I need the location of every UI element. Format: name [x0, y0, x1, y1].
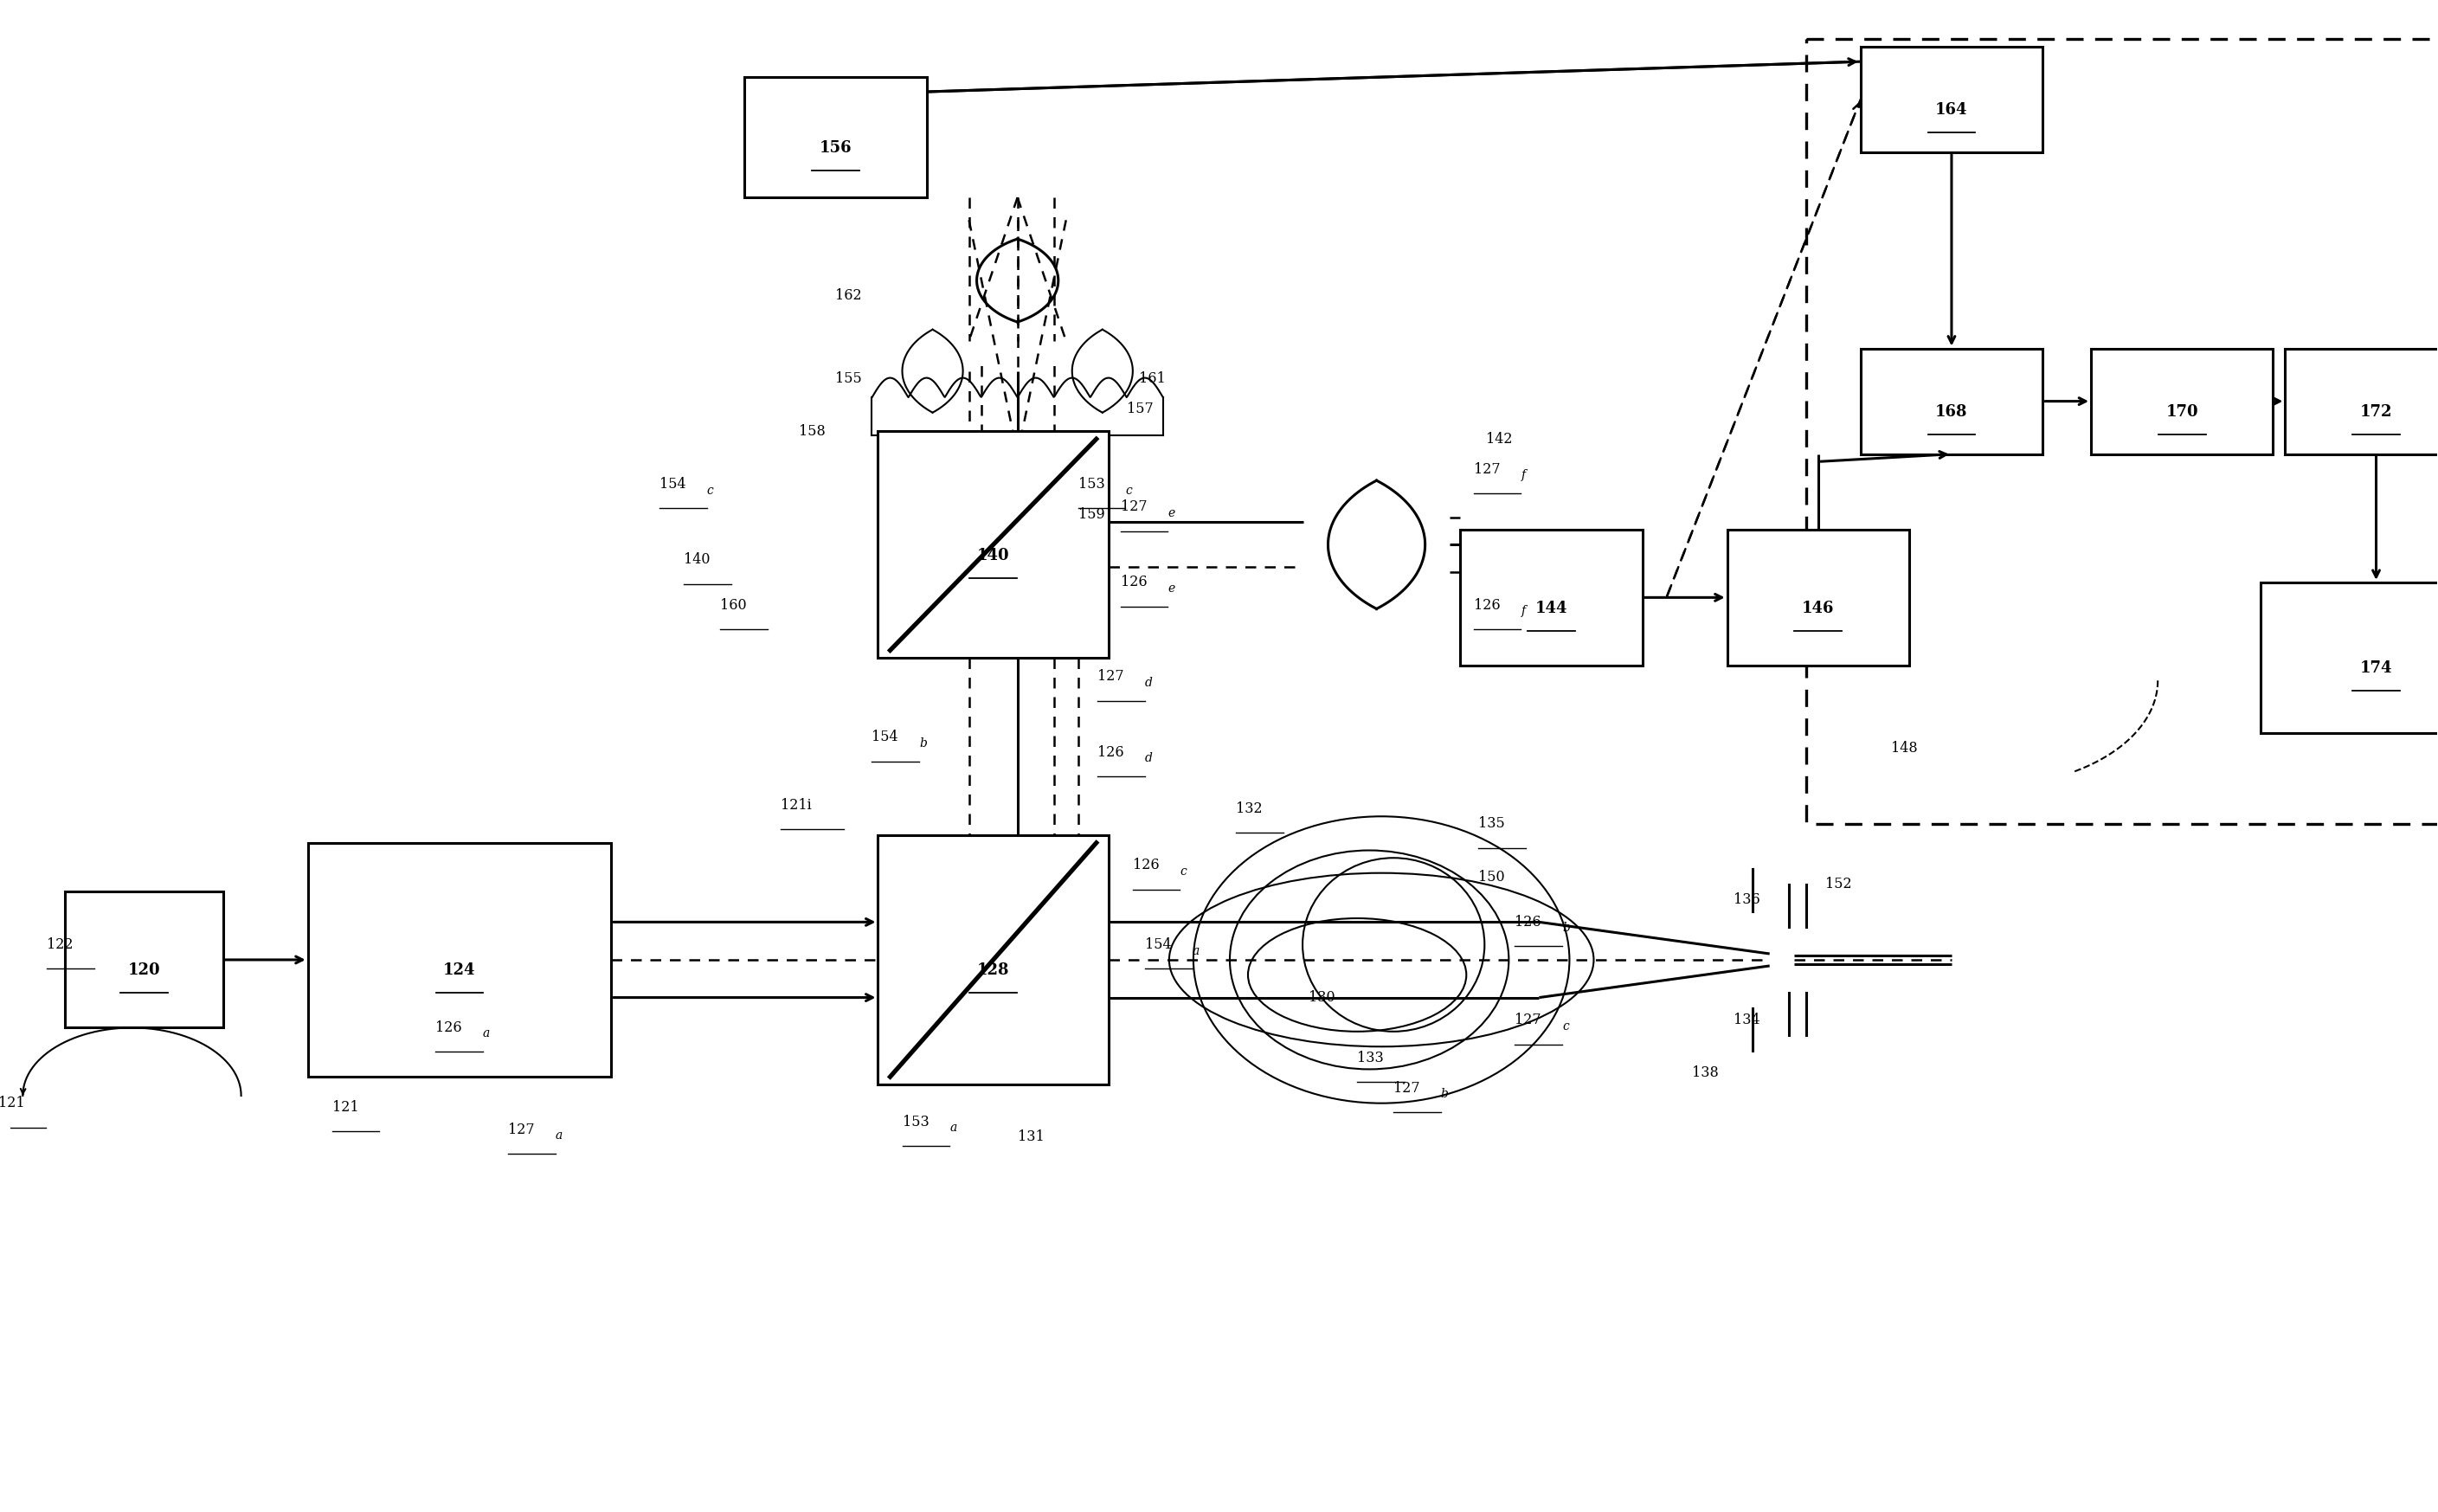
Bar: [1460, 529, 1643, 665]
Text: 144: 144: [1536, 600, 1568, 615]
Bar: [307, 842, 612, 1077]
Text: a: a: [556, 1129, 563, 1142]
Text: 126: 126: [1473, 597, 1499, 612]
Text: 134: 134: [1733, 1013, 1760, 1028]
Text: 161: 161: [1139, 372, 1165, 386]
Text: 128: 128: [978, 963, 1009, 978]
Text: 174: 174: [2360, 661, 2392, 676]
Text: 140: 140: [685, 552, 709, 567]
Text: 160: 160: [719, 597, 746, 612]
Text: b: b: [1563, 922, 1570, 934]
Bar: [878, 835, 1109, 1084]
Text: 150: 150: [1477, 869, 1504, 885]
Text: 158: 158: [800, 423, 826, 438]
Text: e: e: [1168, 582, 1175, 594]
Text: 138: 138: [1692, 1066, 1719, 1081]
Text: 127: 127: [1097, 670, 1124, 683]
Bar: [744, 77, 926, 198]
Text: 162: 162: [836, 289, 863, 302]
Text: c: c: [1180, 865, 1187, 877]
Text: 170: 170: [2165, 404, 2199, 420]
Bar: [1726, 529, 1909, 665]
Text: 127: 127: [1514, 1013, 1541, 1028]
Text: 148: 148: [1892, 741, 1916, 756]
Text: 124: 124: [444, 963, 475, 978]
Text: a: a: [1192, 945, 1199, 957]
Text: 155: 155: [836, 372, 863, 386]
Text: 153: 153: [902, 1114, 929, 1129]
Text: 121i: 121i: [780, 798, 812, 812]
Text: 126: 126: [436, 1021, 461, 1036]
Text: 126: 126: [1097, 745, 1124, 759]
Text: c: c: [707, 484, 714, 496]
Text: 126: 126: [1134, 859, 1158, 872]
Bar: [2092, 348, 2272, 454]
Text: 154: 154: [1146, 937, 1170, 953]
Bar: [2284, 348, 2438, 454]
Text: 120: 120: [127, 963, 161, 978]
Text: 126: 126: [1514, 915, 1541, 930]
Bar: [1860, 348, 2043, 454]
Text: 168: 168: [1936, 404, 1967, 420]
Text: a: a: [483, 1028, 490, 1040]
Text: 127: 127: [1473, 461, 1499, 476]
Bar: [66, 892, 222, 1028]
Text: 152: 152: [1826, 877, 1853, 892]
Text: 172: 172: [2360, 404, 2392, 420]
Text: e: e: [1168, 507, 1175, 519]
Text: 127: 127: [1395, 1081, 1419, 1096]
Text: 127: 127: [507, 1122, 534, 1137]
Text: f: f: [1521, 605, 1526, 617]
Text: b: b: [919, 738, 926, 750]
Text: 131: 131: [1017, 1129, 1043, 1145]
Text: 154: 154: [661, 476, 685, 491]
Text: 121: 121: [332, 1099, 358, 1114]
Bar: [1807, 39, 2438, 824]
Text: 122: 122: [46, 937, 73, 953]
Text: 153: 153: [1078, 476, 1104, 491]
Text: d: d: [1146, 751, 1153, 765]
Text: 135: 135: [1477, 816, 1504, 832]
Text: a: a: [948, 1122, 956, 1134]
Text: 126: 126: [1121, 575, 1148, 590]
Bar: [878, 431, 1109, 658]
Text: 121: 121: [0, 1096, 24, 1110]
Text: c: c: [1563, 1021, 1570, 1033]
Text: 136: 136: [1733, 892, 1760, 907]
Text: 130: 130: [1309, 990, 1336, 1005]
Text: c: c: [1126, 484, 1131, 496]
Text: 142: 142: [1485, 431, 1512, 446]
Text: 156: 156: [819, 139, 851, 156]
Text: d: d: [1146, 677, 1153, 689]
Text: f: f: [1521, 469, 1526, 481]
Text: 133: 133: [1358, 1051, 1385, 1066]
Text: 140: 140: [978, 547, 1009, 562]
Text: 164: 164: [1936, 103, 1967, 118]
Text: 127: 127: [1121, 499, 1148, 514]
Text: 159: 159: [1078, 507, 1104, 522]
Text: 132: 132: [1236, 801, 1263, 816]
Bar: [2260, 582, 2438, 733]
Text: 154: 154: [873, 730, 900, 744]
Text: 146: 146: [1802, 600, 1833, 615]
Text: b: b: [1441, 1089, 1448, 1101]
Bar: [1860, 47, 2043, 153]
Text: 157: 157: [1126, 402, 1153, 416]
